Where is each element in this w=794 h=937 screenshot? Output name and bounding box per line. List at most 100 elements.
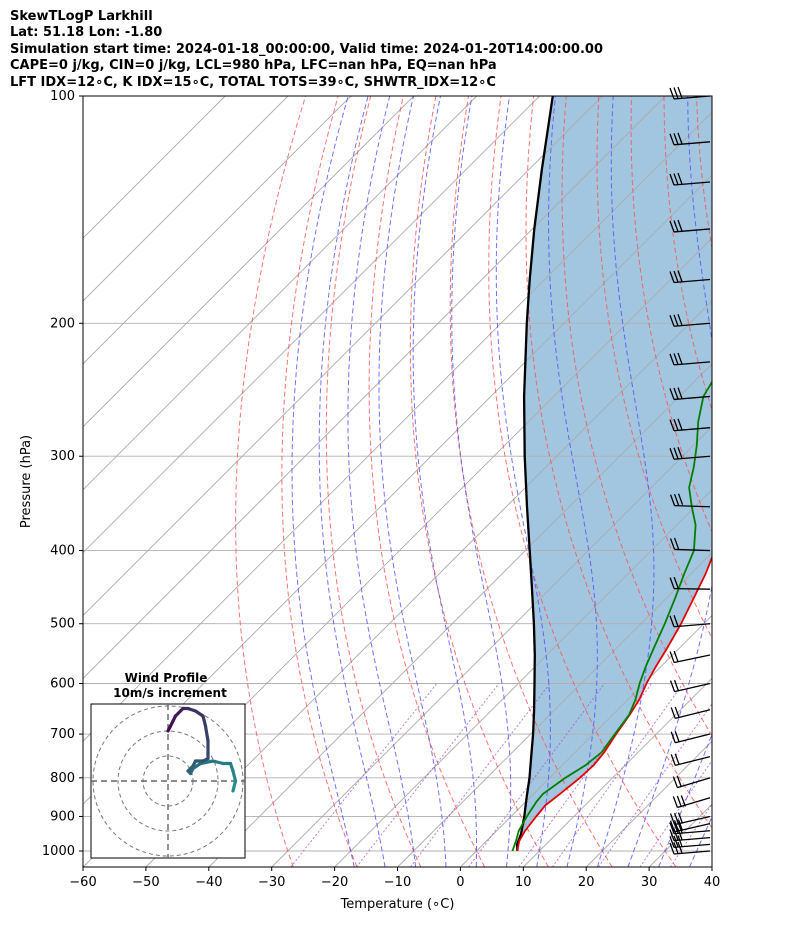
wind-barb-flag xyxy=(677,172,683,185)
x-tick-label: −50 xyxy=(132,875,159,890)
wind-barb-shaft xyxy=(674,823,711,833)
wind-barb-flag xyxy=(674,706,680,719)
hodograph-segment xyxy=(166,724,173,733)
wind-barb xyxy=(669,418,711,432)
y-tick-label: 900 xyxy=(50,809,75,824)
wind-barb-shaft xyxy=(673,181,711,186)
wind-barb-flag xyxy=(669,615,675,627)
dry-adiabat-line xyxy=(409,96,549,867)
wind-barb-flag xyxy=(676,795,682,808)
wind-barb-flag xyxy=(676,775,682,788)
moist-adiabat-line xyxy=(412,96,477,867)
wind-barb-shaft xyxy=(673,455,711,460)
wind-barb-flag xyxy=(673,387,679,400)
x-tick-label: −40 xyxy=(195,875,222,890)
wind-barb xyxy=(669,172,711,186)
wind-barb-shaft xyxy=(673,623,711,628)
wind-barb xyxy=(669,352,711,366)
wind-barb-flag xyxy=(677,352,683,365)
isotherm-line xyxy=(523,677,712,867)
moist-adiabats xyxy=(291,96,712,867)
wind-barb-shaft xyxy=(675,733,711,744)
wind-barb xyxy=(669,679,711,693)
wind-barb-flag xyxy=(669,173,675,186)
wind-barb xyxy=(669,841,711,855)
wind-barb-flag xyxy=(669,315,675,327)
wind-barb xyxy=(670,753,711,766)
moist-adiabat-line xyxy=(548,96,598,867)
dry-adiabat-line xyxy=(449,96,613,867)
wind-barb-flag xyxy=(677,270,683,282)
wind-barb-flag xyxy=(677,387,683,399)
dry-adiabat-line xyxy=(281,96,358,867)
wind-barb xyxy=(669,819,711,833)
y-tick-label: 300 xyxy=(50,449,75,464)
wind-barb-flag xyxy=(669,836,675,848)
dry-adiabats xyxy=(235,96,712,867)
wind-barb-flag xyxy=(669,820,676,833)
dry-adiabat-line xyxy=(368,96,486,867)
wind-barb-flag xyxy=(677,835,683,847)
wind-barb-flag xyxy=(669,829,675,841)
hodograph-segment xyxy=(231,779,238,793)
dry-adiabat-line xyxy=(663,96,712,412)
profiles xyxy=(511,96,712,852)
wind-barb-flag xyxy=(669,448,675,460)
wind-barb-flag xyxy=(669,651,675,663)
mixing-ratio-line xyxy=(468,683,605,867)
wind-barb xyxy=(672,775,711,789)
mixing-ratio-line xyxy=(290,683,438,867)
wind-barb-flag xyxy=(669,494,676,506)
isotherm-line xyxy=(83,96,603,617)
y-axis-label: Pressure (hPa) xyxy=(19,435,34,528)
x-axis-label: Temperature (∘C) xyxy=(340,897,455,912)
wind-barb-shaft xyxy=(673,427,711,432)
wind-barb-flag xyxy=(669,842,675,855)
moist-adiabat-line xyxy=(378,96,447,867)
wind-barb-flag xyxy=(670,731,676,743)
wind-barb-flag xyxy=(677,447,683,459)
wind-barb-flag xyxy=(673,270,679,283)
mixing-ratio-line xyxy=(598,702,712,867)
dry-adiabat-line xyxy=(488,96,677,867)
wind-barb-flag xyxy=(673,615,679,627)
hodograph-ring xyxy=(117,730,219,832)
chart-title: SkewTLogP Larkhill xyxy=(10,9,153,24)
y-tick-label: 400 xyxy=(50,544,75,559)
wind-barb-flag xyxy=(669,271,675,283)
wind-barb xyxy=(669,314,711,327)
wind-barb-shaft xyxy=(675,709,711,720)
x-tick-label: 40 xyxy=(704,875,721,890)
wind-barb-flag xyxy=(673,353,679,365)
mixing-ratio-line xyxy=(551,683,684,867)
wind-barb-flag xyxy=(673,812,680,825)
moist-adiabat-line xyxy=(658,733,712,867)
dry-adiabat-line xyxy=(561,96,712,737)
isotherm-line xyxy=(145,300,712,867)
wind-barb xyxy=(669,447,711,460)
dry-adiabat-line xyxy=(235,96,307,867)
wind-barb-flag xyxy=(669,353,675,366)
isotherm-line xyxy=(775,96,794,867)
wind-barb-flag xyxy=(672,776,678,788)
wind-barb-flag xyxy=(669,87,675,100)
isotherm-line xyxy=(83,96,415,428)
wind-barb-flag xyxy=(673,418,679,431)
wind-barb-flag xyxy=(673,133,679,145)
y-tick-label: 800 xyxy=(50,771,75,786)
isotherm-line xyxy=(83,96,666,680)
x-tick-label: −30 xyxy=(258,875,285,890)
wind-barb xyxy=(669,387,711,401)
wind-barb-flag xyxy=(669,133,675,146)
y-tick-label: 100 xyxy=(50,89,75,104)
moist-adiabat-line xyxy=(318,96,386,867)
wind-barb-flag xyxy=(670,754,676,766)
plot-area xyxy=(83,96,794,867)
isotherm-line xyxy=(83,96,352,365)
x-tick-label: 10 xyxy=(515,875,532,890)
hodograph-subtitle: 10m/s increment xyxy=(113,686,227,700)
moist-adiabat-line xyxy=(451,96,512,867)
